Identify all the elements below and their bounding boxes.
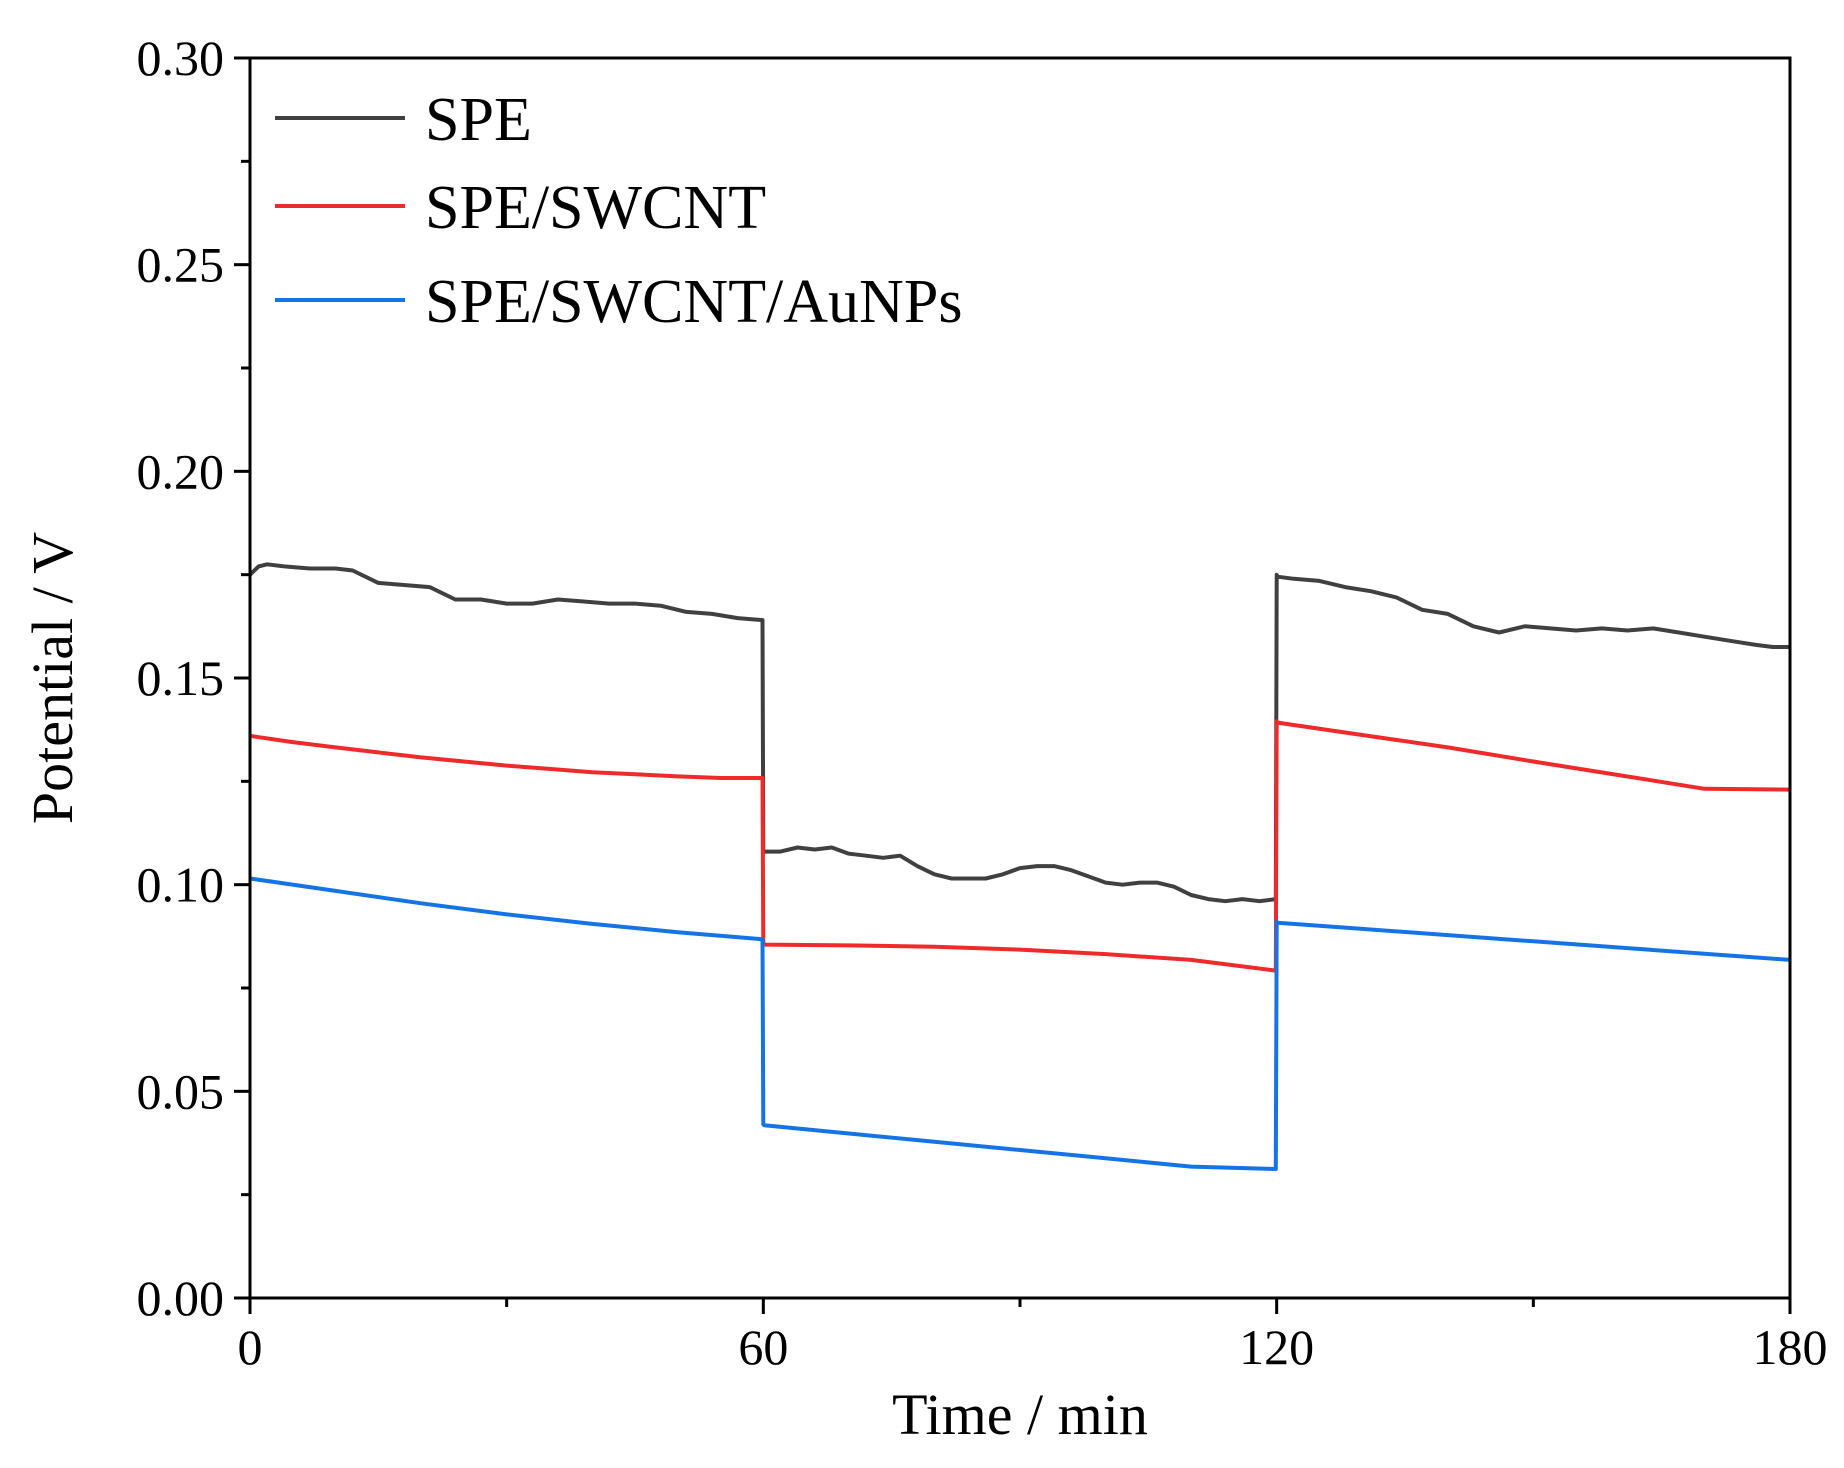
y-tick-label: 0.10: [137, 857, 225, 913]
tick-layer: [234, 56, 1792, 1314]
legend: SPE SPE/SWCNT SPE/SWCNT/AuNPs: [275, 86, 962, 336]
legend-label-spe: SPE: [425, 86, 532, 154]
x-tick-label: 180: [1753, 1319, 1828, 1375]
x-tick-label: 60: [738, 1319, 788, 1375]
y-tick-label: 0.25: [137, 237, 225, 293]
x-tick-label: 120: [1239, 1319, 1314, 1375]
x-tick-label: 0: [238, 1319, 263, 1375]
x-axis-title: Time / min: [892, 1382, 1148, 1447]
series-layer: [248, 562, 1791, 1171]
series-line-spe: [248, 562, 1790, 904]
y-tick-label: 0.20: [137, 443, 225, 499]
legend-label-spe-swcnt: SPE/SWCNT: [425, 174, 766, 242]
y-tick-label: 0.15: [137, 650, 225, 706]
series-line-spe-swcnt-aunps: [249, 876, 1791, 1171]
y-tick-label: 0.00: [137, 1270, 225, 1326]
y-tick-label: 0.05: [137, 1063, 225, 1119]
y-axis-title: Potential / V: [20, 532, 85, 824]
legend-label-spe-swcnt-aunps: SPE/SWCNT/AuNPs: [425, 268, 962, 336]
tick-label-layer: 0 60 120 180 0.00 0.05 0.10 0.15 0.20 0.25 0.30: [137, 30, 1828, 1375]
y-tick-label: 0.30: [137, 30, 225, 86]
